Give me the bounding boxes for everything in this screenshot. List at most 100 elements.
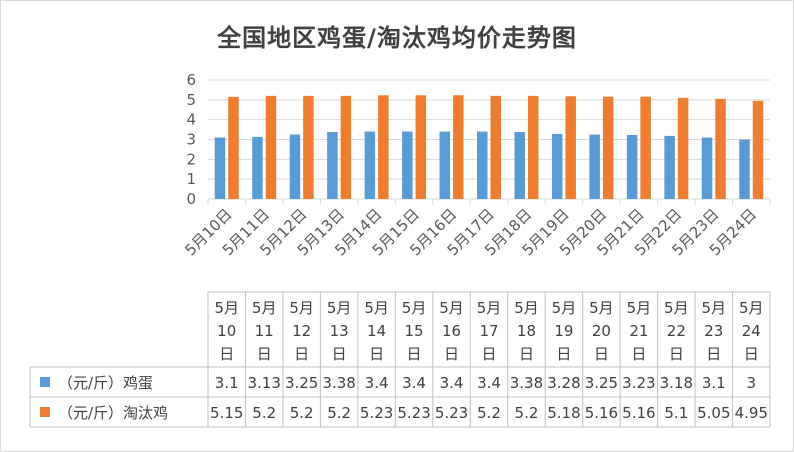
table-value: 5.2: [477, 404, 501, 422]
table-header-text: 日: [706, 345, 721, 363]
bar-hen: [677, 97, 689, 199]
bar-egg: [214, 137, 226, 199]
bar-hen: [378, 95, 389, 199]
table-header-text: 日: [556, 345, 571, 363]
bar-egg: [439, 131, 451, 199]
table-header-text: 20: [592, 322, 611, 340]
table-header-text: 15: [405, 322, 424, 340]
table-header-text: 5月: [477, 299, 502, 317]
table-header-text: 5月: [739, 299, 764, 317]
bar-egg: [551, 133, 563, 199]
bar-egg: [664, 135, 675, 199]
table-header-text: 5月: [552, 299, 577, 317]
y-tick-label: 6: [186, 71, 196, 89]
bar-hen: [453, 95, 464, 199]
table-header-text: 5月: [402, 299, 427, 317]
y-tick-label: 2: [186, 150, 196, 168]
table-value: 5.15: [210, 404, 243, 422]
table-value: 3.4: [365, 374, 389, 392]
table-header-text: 日: [481, 345, 496, 363]
table-header-text: 5月: [589, 299, 614, 317]
table-header-text: 14: [367, 322, 386, 340]
table-header-text: 5月: [664, 299, 689, 317]
table-value: 5.23: [360, 404, 393, 422]
table-value: 3.23: [622, 374, 655, 392]
legend-swatch: [40, 407, 50, 417]
bar-egg: [589, 134, 600, 199]
table-header-text: 13: [330, 322, 349, 340]
table-header-text: 日: [219, 345, 234, 363]
table-header-text: 5月: [439, 299, 464, 317]
table-header-text: 5月: [514, 299, 539, 317]
bar-egg: [626, 134, 638, 199]
table-header-text: 18: [517, 322, 536, 340]
bar-hen: [303, 95, 314, 199]
table-value: 5.18: [547, 404, 580, 422]
bar-egg: [477, 131, 488, 199]
table-value: 5.23: [435, 404, 468, 422]
table-header-text: 日: [631, 345, 646, 363]
bar-hen: [715, 98, 726, 199]
table-value: 3.4: [402, 374, 426, 392]
table-header-text: 23: [704, 322, 723, 340]
table-value: 3.18: [660, 374, 693, 392]
table-header-text: 5月: [702, 299, 727, 317]
table-header-text: 24: [742, 322, 761, 340]
table-header-text: 日: [519, 345, 534, 363]
table-header-text: 日: [294, 345, 309, 363]
bar-egg: [364, 131, 376, 199]
bar-hen: [265, 95, 277, 199]
table-value: 3.1: [215, 374, 239, 392]
bar-hen: [228, 96, 239, 199]
bar-egg: [327, 131, 338, 199]
y-tick-label: 3: [186, 131, 196, 149]
table-header-text: 11: [255, 322, 274, 340]
bar-egg: [701, 137, 713, 199]
bar-hen: [340, 95, 352, 199]
table-value: 4.95: [735, 404, 768, 422]
table-value: 3.38: [322, 374, 355, 392]
bar-hen: [640, 96, 651, 199]
table-header-text: 日: [407, 345, 422, 363]
table-header-text: 5月: [364, 299, 389, 317]
legend-label: （元/斤）淘汰鸡: [58, 404, 168, 422]
table-value: 5.2: [290, 404, 314, 422]
bar-egg: [289, 134, 301, 199]
y-tick-label: 4: [186, 111, 196, 129]
table-header-text: 日: [444, 345, 459, 363]
bar-egg: [739, 139, 750, 199]
table-value: 3.1: [702, 374, 726, 392]
table-value: 5.2: [327, 404, 351, 422]
table-header-text: 5月: [214, 299, 239, 317]
table-value: 3.4: [440, 374, 464, 392]
bar-hen: [527, 95, 539, 199]
table-header-text: 5月: [289, 299, 314, 317]
table-header-text: 10: [217, 322, 236, 340]
table-header-text: 日: [257, 345, 272, 363]
table-value: 3.25: [285, 374, 318, 392]
table-value: 5.2: [252, 404, 276, 422]
bar-egg: [252, 136, 263, 199]
table-header-text: 21: [629, 322, 648, 340]
table-value: 3.38: [510, 374, 543, 392]
legend-label: （元/斤）鸡蛋: [58, 374, 153, 392]
y-tick-label: 1: [186, 170, 196, 188]
table-header-text: 日: [744, 345, 759, 363]
table-value: 5.16: [622, 404, 655, 422]
y-tick-label: 0: [186, 190, 196, 208]
table-header-text: 5月: [627, 299, 652, 317]
table-header-text: 5月: [327, 299, 352, 317]
table-value: 3.4: [477, 374, 501, 392]
table-header-text: 日: [369, 345, 384, 363]
table-value: 5.23: [397, 404, 430, 422]
bar-hen: [415, 95, 427, 199]
table-header-text: 日: [332, 345, 347, 363]
table-value: 5.05: [697, 404, 730, 422]
table-header-text: 5月: [252, 299, 277, 317]
bar-hen: [752, 100, 764, 199]
chart-title: 全国地区鸡蛋/淘汰鸡均价走势图: [217, 24, 577, 52]
bar-egg: [514, 131, 525, 199]
bar-hen: [602, 96, 614, 199]
